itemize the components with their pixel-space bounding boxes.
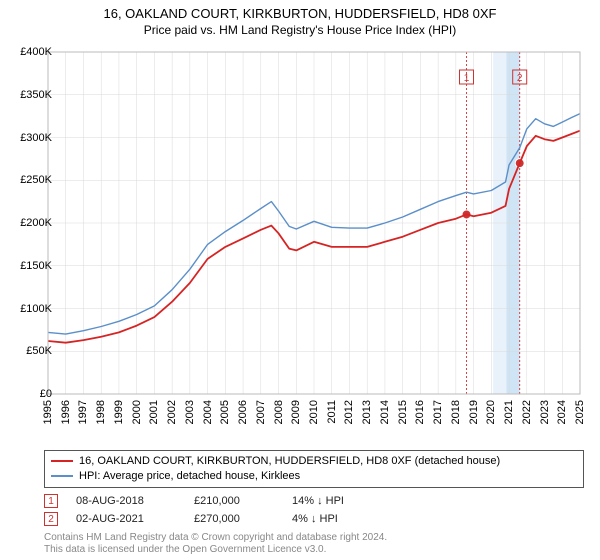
x-tick-label: 2025	[574, 400, 586, 424]
x-tick-label: 2021	[503, 400, 515, 424]
legend-row: 16, OAKLAND COURT, KIRKBURTON, HUDDERSFI…	[51, 454, 577, 469]
y-tick-label: £400K	[12, 46, 56, 58]
y-tick-label: £250K	[12, 174, 56, 186]
x-tick-label: 2017	[432, 400, 444, 424]
x-tick-label: 2010	[308, 400, 320, 424]
x-tick-label: 2001	[148, 400, 160, 424]
sale-rows: 1 08-AUG-2018 £210,000 14% ↓ HPI 2 02-AUG-202…	[44, 490, 584, 526]
sale-diff: 4% ↓ HPI	[292, 513, 372, 525]
x-tick-label: 2003	[184, 400, 196, 424]
x-tick-label: 2000	[131, 400, 143, 424]
y-tick-label: £150K	[12, 260, 56, 272]
x-tick-label: 1999	[113, 400, 125, 424]
x-tick-label: 2016	[414, 400, 426, 424]
sale-date: 08-AUG-2018	[76, 495, 176, 507]
svg-text:1: 1	[464, 73, 470, 84]
sale-price: £270,000	[194, 513, 274, 525]
x-tick-label: 2007	[255, 400, 267, 424]
title-line1: 16, OAKLAND COURT, KIRKBURTON, HUDDERSFI…	[0, 6, 600, 21]
y-tick-label: £200K	[12, 217, 56, 229]
legend-swatch	[51, 460, 73, 462]
x-tick-label: 2009	[290, 400, 302, 424]
footer-line1: Contains HM Land Registry data © Crown c…	[44, 532, 584, 544]
title-line2: Price paid vs. HM Land Registry's House …	[0, 23, 600, 37]
sale-row: 2 02-AUG-2021 £270,000 4% ↓ HPI	[44, 512, 584, 526]
sale-price: £210,000	[194, 495, 274, 507]
legend-row: HPI: Average price, detached house, Kirk…	[51, 469, 577, 484]
legend-label: HPI: Average price, detached house, Kirk…	[79, 469, 300, 484]
x-tick-label: 2006	[237, 400, 249, 424]
sale-marker: 2	[44, 512, 58, 526]
x-tick-label: 2008	[273, 400, 285, 424]
x-tick-label: 2022	[521, 400, 533, 424]
legend-box: 16, OAKLAND COURT, KIRKBURTON, HUDDERSFI…	[44, 450, 584, 488]
footer-line2: This data is licensed under the Open Gov…	[44, 544, 584, 556]
sale-row: 1 08-AUG-2018 £210,000 14% ↓ HPI	[44, 494, 584, 508]
footer-attribution: Contains HM Land Registry data © Crown c…	[44, 532, 584, 555]
y-tick-label: £300K	[12, 132, 56, 144]
x-tick-label: 2012	[343, 400, 355, 424]
x-tick-label: 1995	[42, 400, 54, 424]
x-tick-label: 2020	[485, 400, 497, 424]
x-tick-label: 1996	[60, 400, 72, 424]
title-block: 16, OAKLAND COURT, KIRKBURTON, HUDDERSFI…	[0, 0, 600, 37]
x-tick-label: 2013	[361, 400, 373, 424]
x-tick-label: 2005	[219, 400, 231, 424]
x-tick-label: 2023	[539, 400, 551, 424]
sale-date: 02-AUG-2021	[76, 513, 176, 525]
legend-swatch	[51, 475, 73, 477]
x-tick-label: 2014	[379, 400, 391, 424]
x-tick-label: 2018	[450, 400, 462, 424]
x-tick-label: 2011	[326, 400, 338, 424]
x-tick-label: 1998	[95, 400, 107, 424]
chart-svg: 12	[44, 48, 584, 398]
legend-label: 16, OAKLAND COURT, KIRKBURTON, HUDDERSFI…	[79, 454, 500, 469]
x-tick-label: 2015	[397, 400, 409, 424]
x-tick-label: 2019	[468, 400, 480, 424]
x-tick-label: 2004	[202, 400, 214, 424]
y-tick-label: £350K	[12, 89, 56, 101]
x-tick-label: 1997	[77, 400, 89, 424]
svg-text:2: 2	[517, 73, 523, 84]
chart-container: 16, OAKLAND COURT, KIRKBURTON, HUDDERSFI…	[0, 0, 600, 560]
y-tick-label: £50K	[12, 345, 56, 357]
x-tick-label: 2002	[166, 400, 178, 424]
sale-diff: 14% ↓ HPI	[292, 495, 372, 507]
y-tick-label: £0	[12, 388, 56, 400]
y-tick-label: £100K	[12, 303, 56, 315]
x-tick-label: 2024	[556, 400, 568, 424]
sale-marker: 1	[44, 494, 58, 508]
